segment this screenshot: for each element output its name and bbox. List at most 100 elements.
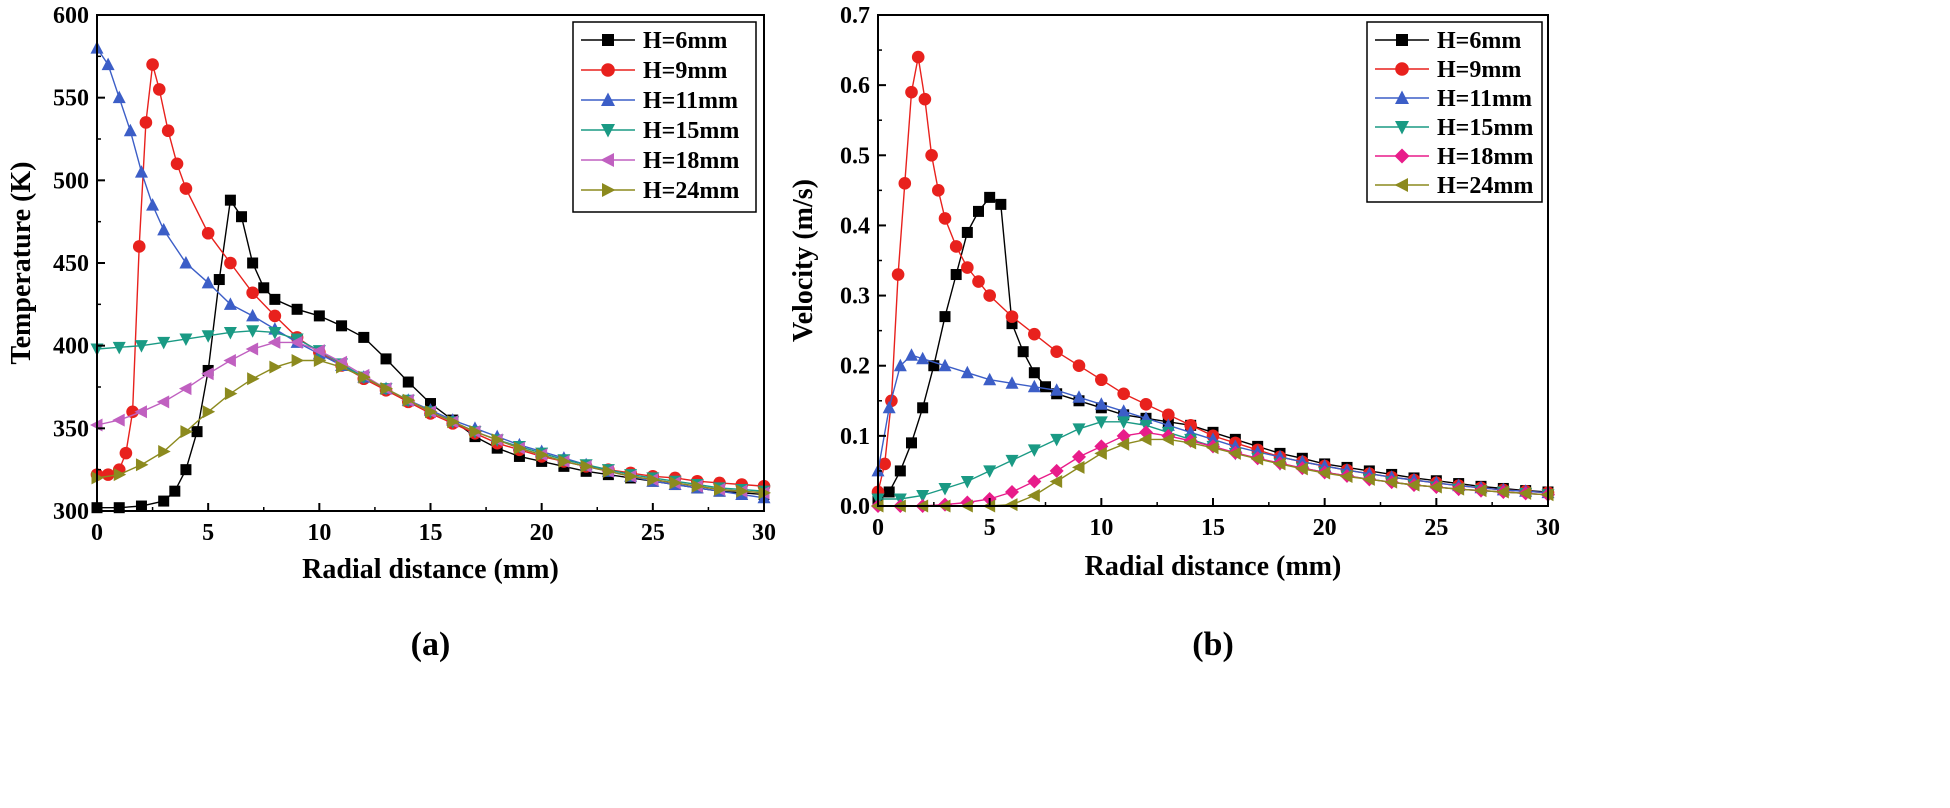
data-point bbox=[961, 261, 974, 274]
data-point bbox=[201, 330, 215, 343]
data-point bbox=[112, 341, 126, 355]
data-point bbox=[625, 469, 638, 483]
y-tick-label: 0.4 bbox=[840, 213, 870, 239]
data-point bbox=[1094, 416, 1108, 429]
data-point bbox=[513, 441, 527, 455]
data-point bbox=[247, 372, 260, 386]
legend-marker bbox=[1395, 62, 1409, 76]
data-point bbox=[134, 165, 148, 178]
y-tick-label: 0.7 bbox=[840, 3, 870, 29]
data-point bbox=[1250, 452, 1264, 466]
data-point bbox=[158, 444, 171, 458]
data-point bbox=[1027, 474, 1042, 489]
legend-marker bbox=[602, 34, 614, 46]
data-point bbox=[425, 405, 438, 419]
legend: H=6mm H=9mm H=11mm H=15mm H=18mm H=24mm bbox=[1366, 21, 1543, 203]
data-point bbox=[112, 90, 126, 104]
data-point bbox=[1228, 446, 1241, 460]
data-point bbox=[1005, 376, 1019, 389]
data-point bbox=[972, 275, 985, 288]
data-point bbox=[938, 482, 952, 496]
data-point bbox=[918, 92, 932, 106]
y-tick-label: 0.5 bbox=[840, 143, 870, 169]
data-point bbox=[1340, 470, 1353, 484]
y-tick-label: 0.1 bbox=[840, 424, 870, 450]
data-point bbox=[1162, 408, 1175, 422]
x-tick-label: 25 bbox=[1424, 515, 1448, 541]
legend-label: H=18mm bbox=[643, 148, 739, 174]
data-point bbox=[169, 485, 181, 497]
data-point bbox=[1027, 444, 1041, 457]
temperature-chart: 0 5 10 15 20 25 30 300 350 400 450 500 550 600 Radial … bbox=[6, 3, 776, 663]
data-point bbox=[878, 457, 891, 471]
series-h-6mm bbox=[872, 191, 1554, 505]
legend-item: H=18mm bbox=[581, 148, 739, 174]
data-point bbox=[402, 376, 414, 388]
data-point bbox=[1362, 472, 1375, 486]
data-point bbox=[891, 268, 905, 281]
legend-item: H=11mm bbox=[1375, 86, 1532, 112]
legend-marker bbox=[601, 63, 615, 77]
data-point bbox=[1049, 474, 1063, 488]
data-point bbox=[132, 240, 146, 253]
data-point bbox=[906, 437, 917, 449]
data-point bbox=[170, 157, 184, 171]
data-point bbox=[1094, 446, 1107, 460]
data-point bbox=[1295, 462, 1308, 476]
data-point bbox=[246, 325, 260, 338]
data-point bbox=[580, 459, 594, 473]
data-point bbox=[158, 495, 170, 507]
data-point bbox=[290, 335, 303, 349]
legend-item: H=6mm bbox=[1375, 28, 1521, 54]
data-point bbox=[224, 387, 238, 401]
data-point bbox=[491, 433, 505, 447]
data-point bbox=[224, 256, 237, 270]
data-point bbox=[1139, 432, 1152, 446]
data-point bbox=[223, 326, 237, 340]
data-point bbox=[882, 400, 896, 414]
data-point bbox=[291, 303, 303, 315]
data-point bbox=[157, 222, 171, 236]
y-tick-label: 600 bbox=[53, 3, 89, 29]
data-point bbox=[1273, 457, 1286, 471]
data-point bbox=[312, 344, 325, 358]
data-point bbox=[1028, 367, 1040, 379]
legend-marker bbox=[1395, 90, 1409, 104]
data-point bbox=[113, 502, 125, 514]
legend-label: H=9mm bbox=[643, 58, 727, 84]
legend-box bbox=[572, 21, 757, 213]
data-point bbox=[995, 198, 1007, 210]
y-tick-label: 350 bbox=[53, 416, 89, 442]
data-point bbox=[135, 458, 149, 472]
data-point bbox=[113, 468, 127, 482]
data-point bbox=[447, 415, 460, 429]
data-point bbox=[1206, 441, 1219, 455]
data-point bbox=[602, 464, 616, 478]
data-point bbox=[1017, 346, 1029, 358]
data-point bbox=[536, 448, 549, 462]
data-point bbox=[1317, 466, 1331, 480]
data-point bbox=[1183, 436, 1197, 450]
legend-marker bbox=[602, 183, 616, 197]
y-tick-label: 450 bbox=[53, 251, 89, 277]
data-point bbox=[1407, 478, 1420, 492]
data-point bbox=[893, 358, 907, 372]
data-point bbox=[911, 50, 925, 64]
data-point bbox=[1006, 318, 1018, 330]
data-point bbox=[949, 240, 963, 253]
legend-marker bbox=[601, 92, 615, 106]
data-point bbox=[156, 395, 170, 409]
data-point bbox=[112, 413, 125, 427]
data-point bbox=[983, 372, 997, 386]
data-point bbox=[180, 425, 193, 439]
data-point bbox=[1050, 383, 1064, 396]
data-point bbox=[134, 340, 148, 353]
data-point bbox=[267, 335, 281, 349]
legend-item: H=9mm bbox=[581, 58, 727, 84]
data-point bbox=[152, 83, 166, 96]
data-point bbox=[1005, 454, 1019, 468]
x-tick-label: 0 bbox=[91, 520, 103, 546]
data-point bbox=[358, 331, 370, 343]
data-point bbox=[983, 465, 997, 478]
legend-marker bbox=[600, 153, 614, 167]
